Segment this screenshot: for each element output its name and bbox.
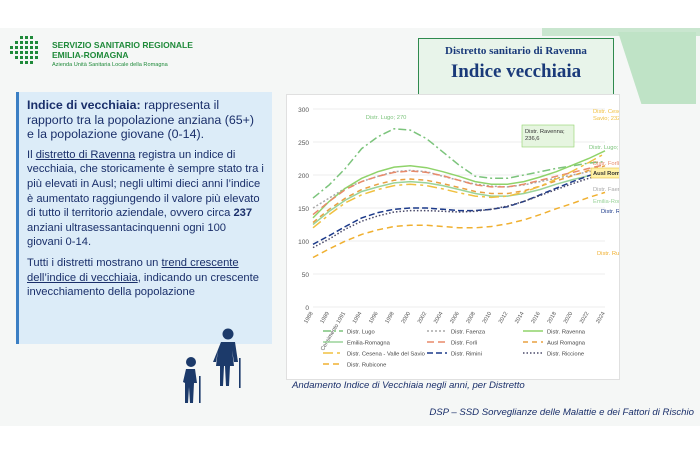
description-box: Indice di vecchiaia: rappresenta il rapp… xyxy=(16,92,272,344)
series-data-label-line: Distr. Forlì; 215,7 xyxy=(593,161,619,167)
series-line xyxy=(312,128,606,199)
series-line xyxy=(312,169,606,245)
y-tick-label: 0 xyxy=(305,305,309,312)
legend-label: Distr. Ravenna xyxy=(547,330,586,336)
legend-label: Distr. Cesena - Valle del Savio xyxy=(347,352,425,358)
series-data-label: Distr. Lugo; 270 xyxy=(366,115,407,121)
legend-label: Distr. Rubicone xyxy=(347,363,386,369)
x-tick-label: 2010 xyxy=(482,311,493,325)
x-tick-label: 2004 xyxy=(433,311,444,325)
ravenna-text-b: registra un indice di vecchiaia, che sto… xyxy=(27,148,264,220)
series-label-box xyxy=(521,124,575,148)
legend-label: Distr. Rimini xyxy=(451,352,482,358)
series-data-label: Distr. Rimini; 207,0 xyxy=(601,209,619,215)
y-tick-label: 50 xyxy=(302,272,310,279)
series-data-label-line: Emilia-Romagna; 205 xyxy=(593,199,619,205)
y-tick-label: 300 xyxy=(298,107,309,114)
series-data-label: Distr. Forlì; 215,7 xyxy=(593,161,619,167)
x-tick-label: 2016 xyxy=(530,311,541,325)
paragraph-definition: Indice di vecchiaia: rappresenta il rapp… xyxy=(27,98,264,142)
x-tick-label: 2008 xyxy=(466,311,477,325)
series-data-label-line: Distr. Faenza; 210,2 xyxy=(593,187,619,193)
series-data-label-line: Distr. Lugo; 220,3 xyxy=(589,145,619,151)
ravenna-text-a: Il xyxy=(27,148,36,161)
org-line3: Azienda Unità Sanitaria Locale della Rom… xyxy=(52,62,168,68)
legend-label: Distr. Faenza xyxy=(451,330,486,336)
definition-text: rappresenta il rapporto tra la popolazio… xyxy=(27,98,254,142)
series-data-label-line: Distr. Lugo; 270 xyxy=(366,115,407,121)
series-data-label-line: Ausl Romagna; 214 xyxy=(593,171,619,177)
x-tick-label: 2012 xyxy=(498,311,509,325)
org-line2: EMILIA-ROMAGNA xyxy=(52,50,129,60)
ravenna-text-c: anziani ultrasessantacinquenni ogni 100 … xyxy=(27,221,227,249)
series-line xyxy=(312,150,606,219)
series-data-label: Distr. Ravenna; 236,6 xyxy=(525,129,565,142)
series-data-label: Emilia-Romagna; 205 xyxy=(593,199,619,205)
paragraph-trend: Tutti i distretti mostrano un trend cres… xyxy=(27,256,264,300)
paragraph-ravenna: Il distretto di Ravenna registra un indi… xyxy=(27,148,264,250)
x-tick-label: 2002 xyxy=(417,311,428,325)
series-data-label-line: Distr. Ravenna; xyxy=(525,129,565,135)
series-data-label-line: Savio; 232,7 xyxy=(593,116,619,122)
title-accent xyxy=(618,32,696,104)
trend-underlined: trend crescente dell’indice di vecchiaia xyxy=(27,256,239,284)
x-tick-label: 2018 xyxy=(547,311,558,325)
legend-label: Distr. Riccione xyxy=(547,352,584,358)
y-tick-label: 100 xyxy=(298,239,309,246)
series-line xyxy=(312,191,606,259)
chart-card: 0 50 100 150 200 250 300 1988 1989 Censimento 199… xyxy=(286,94,658,380)
legend-label: Distr. Lugo xyxy=(347,330,375,336)
slide: SERVIZIO SANITARIO REGIONALE EMILIA-ROMA… xyxy=(0,28,700,426)
x-tick-label: 2006 xyxy=(449,311,460,325)
series-data-label: Distr. Rubicone; 173,6 xyxy=(597,251,619,257)
x-tick-label: 2020 xyxy=(563,311,574,325)
x-tick-label: 2024 xyxy=(595,311,606,325)
y-tick-label: 200 xyxy=(298,173,309,180)
ssr-logo-icon xyxy=(10,36,38,64)
definition-term: Indice di vecchiaia: xyxy=(27,98,141,112)
y-tick-label: 250 xyxy=(298,140,309,147)
series-line xyxy=(312,172,606,249)
x-tick-label: 1998 xyxy=(384,311,395,325)
trend-text-b: , indicando un crescente invecchiamento … xyxy=(27,271,259,299)
series-data-label-line: Distr. Cesena - Valle del xyxy=(593,109,619,115)
x-tick-label: 1989 xyxy=(320,311,331,325)
trend-text-a: Tutti i distretti mostrano un xyxy=(27,256,162,269)
legend-label: Ausl Romagna xyxy=(547,341,586,347)
ravenna-value: 237 xyxy=(233,207,253,220)
x-tick-label: 2014 xyxy=(514,311,525,325)
series-data-label-line: Distr. Rubicone; 173,6 xyxy=(597,251,619,257)
district-title: Distretto sanitario di Ravenna xyxy=(445,45,587,57)
series-data-label: Distr. Lugo; 220,3 xyxy=(589,145,619,151)
legend-label: Distr. Forlì xyxy=(451,341,478,347)
title-box: Distretto sanitario di Ravenna Indice ve… xyxy=(418,38,614,95)
org-name: SERVIZIO SANITARIO REGIONALE EMILIA-ROMA… xyxy=(52,40,193,70)
y-tick-label: 150 xyxy=(298,206,309,213)
x-tick-label: 2022 xyxy=(579,311,590,325)
x-tick-label: 1988 xyxy=(303,311,314,325)
series-data-label: Ausl Romagna; 214 xyxy=(593,171,619,177)
series-data-label-line: Distr. Rimini; 207,0 xyxy=(601,209,619,215)
series-data-label-line: 236,6 xyxy=(525,136,540,142)
elderly-people-icon xyxy=(183,328,241,403)
footer-credit: DSP – SSD Sorveglianze delle Malattie e … xyxy=(429,407,694,418)
series-data-label: Distr. Faenza; 210,2 xyxy=(593,187,619,193)
series-line xyxy=(312,170,606,226)
series-line xyxy=(312,163,606,216)
x-tick-label: 1996 xyxy=(368,311,379,325)
main-title: Indice vecchiaia xyxy=(450,61,582,82)
x-tick-label: 1994 xyxy=(352,311,363,325)
org-line1: SERVIZIO SANITARIO REGIONALE xyxy=(52,40,193,50)
series-line xyxy=(312,152,606,229)
ravenna-underlined: distretto di Ravenna xyxy=(35,148,136,161)
chart-caption: Andamento Indice di Vecchiaia negli anni… xyxy=(292,380,525,391)
legend-label: Emilia-Romagna xyxy=(347,341,391,347)
x-tick-label: 2000 xyxy=(401,311,412,325)
